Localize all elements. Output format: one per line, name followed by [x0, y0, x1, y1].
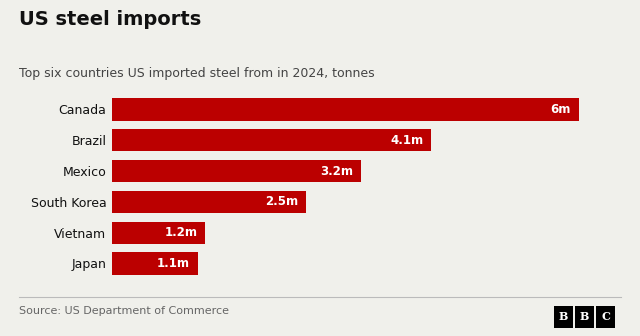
Text: 1.1m: 1.1m	[157, 257, 190, 270]
Text: 1.2m: 1.2m	[164, 226, 198, 239]
Bar	[112, 129, 431, 151]
Text: B: B	[580, 311, 589, 322]
Text: Top six countries US imported steel from in 2024, tonnes: Top six countries US imported steel from…	[19, 67, 375, 80]
Text: B: B	[559, 311, 568, 322]
Text: 2.5m: 2.5m	[266, 195, 299, 208]
Bar	[112, 191, 307, 213]
Text: US steel imports: US steel imports	[19, 10, 202, 29]
Bar	[112, 222, 205, 244]
Text: C: C	[601, 311, 610, 322]
Text: 4.1m: 4.1m	[390, 134, 423, 147]
Bar	[112, 252, 198, 275]
Bar	[112, 98, 579, 121]
Text: 6m: 6m	[550, 103, 571, 116]
Text: Source: US Department of Commerce: Source: US Department of Commerce	[19, 306, 229, 316]
Bar	[112, 160, 361, 182]
Text: 3.2m: 3.2m	[320, 165, 353, 178]
